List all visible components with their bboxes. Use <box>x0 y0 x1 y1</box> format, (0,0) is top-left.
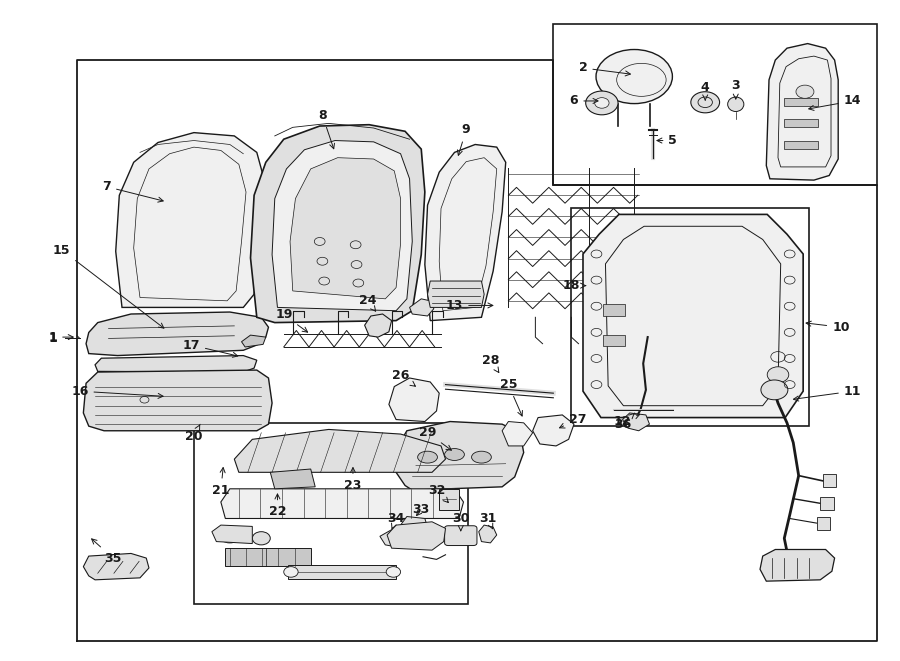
Polygon shape <box>479 525 497 543</box>
Text: 35: 35 <box>92 539 122 564</box>
Text: 19: 19 <box>275 308 308 332</box>
Text: 30: 30 <box>452 512 470 531</box>
Text: 1: 1 <box>49 330 73 344</box>
Circle shape <box>252 531 270 545</box>
Text: 11: 11 <box>794 385 861 401</box>
Polygon shape <box>364 314 392 337</box>
Polygon shape <box>410 299 434 316</box>
Polygon shape <box>533 415 574 446</box>
Bar <box>784 98 818 106</box>
Text: 31: 31 <box>479 512 497 529</box>
Circle shape <box>796 85 814 98</box>
Polygon shape <box>583 214 803 418</box>
Text: 3: 3 <box>732 79 740 99</box>
Polygon shape <box>95 356 256 372</box>
Text: 4: 4 <box>701 81 709 100</box>
Text: 33: 33 <box>412 504 430 516</box>
Circle shape <box>767 367 788 383</box>
Polygon shape <box>760 549 834 581</box>
Ellipse shape <box>418 451 437 463</box>
Text: 24: 24 <box>358 294 376 311</box>
Text: 36: 36 <box>614 413 634 431</box>
Polygon shape <box>272 141 412 311</box>
Text: 29: 29 <box>418 426 452 450</box>
Polygon shape <box>270 469 315 488</box>
Circle shape <box>284 566 298 577</box>
Bar <box>820 496 833 510</box>
Circle shape <box>586 91 618 115</box>
Polygon shape <box>250 125 425 323</box>
Polygon shape <box>84 553 149 580</box>
Text: 12: 12 <box>614 414 640 428</box>
Text: 32: 32 <box>428 484 448 502</box>
Bar <box>194 423 468 604</box>
Text: 25: 25 <box>500 378 522 416</box>
Polygon shape <box>290 158 400 299</box>
Bar <box>816 516 830 529</box>
Text: 16: 16 <box>71 385 163 399</box>
Text: 1: 1 <box>49 332 58 345</box>
Bar <box>225 547 310 566</box>
Polygon shape <box>241 335 266 347</box>
Circle shape <box>595 98 609 108</box>
Text: 21: 21 <box>212 467 230 496</box>
Polygon shape <box>86 312 268 356</box>
Text: 18: 18 <box>562 279 586 292</box>
Bar <box>603 304 625 316</box>
FancyBboxPatch shape <box>445 525 477 545</box>
Circle shape <box>219 527 240 543</box>
Text: 8: 8 <box>318 109 335 149</box>
Polygon shape <box>116 133 266 307</box>
Bar <box>784 141 818 149</box>
Circle shape <box>691 92 720 113</box>
Text: 27: 27 <box>560 413 587 428</box>
Circle shape <box>386 566 400 577</box>
Polygon shape <box>766 44 838 180</box>
Bar <box>603 334 625 346</box>
Text: 17: 17 <box>183 338 238 358</box>
Polygon shape <box>220 488 464 518</box>
Text: 28: 28 <box>482 354 500 373</box>
Text: 23: 23 <box>345 467 362 492</box>
Text: 13: 13 <box>446 299 493 312</box>
Polygon shape <box>396 422 524 490</box>
Polygon shape <box>389 378 439 422</box>
Text: 2: 2 <box>579 61 630 76</box>
Text: 9: 9 <box>457 124 471 155</box>
Bar <box>572 208 809 426</box>
Polygon shape <box>84 370 272 431</box>
Text: 34: 34 <box>387 512 405 529</box>
Polygon shape <box>380 529 412 547</box>
Text: 7: 7 <box>103 180 163 202</box>
Polygon shape <box>428 281 484 307</box>
Bar <box>439 488 459 510</box>
Text: 6: 6 <box>570 95 598 108</box>
Polygon shape <box>212 525 252 543</box>
Ellipse shape <box>445 449 464 461</box>
Polygon shape <box>387 522 446 550</box>
Bar <box>784 120 818 128</box>
Text: 26: 26 <box>392 369 416 386</box>
Ellipse shape <box>596 50 672 104</box>
Text: 22: 22 <box>269 494 286 518</box>
Text: 10: 10 <box>806 321 850 334</box>
Text: 20: 20 <box>185 424 202 442</box>
Polygon shape <box>234 430 446 473</box>
Bar <box>288 564 396 579</box>
Text: 14: 14 <box>809 95 861 110</box>
Ellipse shape <box>472 451 491 463</box>
Polygon shape <box>400 516 428 535</box>
Bar <box>554 24 877 185</box>
Bar <box>823 475 836 487</box>
Polygon shape <box>623 413 650 431</box>
Text: 5: 5 <box>657 134 677 147</box>
Circle shape <box>760 380 788 400</box>
Ellipse shape <box>728 97 743 112</box>
Polygon shape <box>502 422 533 446</box>
Polygon shape <box>425 145 506 321</box>
Text: 15: 15 <box>53 243 164 328</box>
